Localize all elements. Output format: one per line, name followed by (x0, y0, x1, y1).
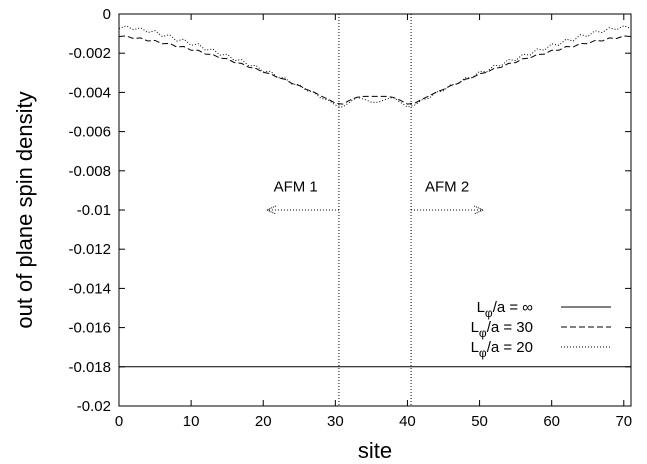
x-tick-label: 40 (399, 413, 416, 430)
x-axis-title: site (358, 438, 392, 463)
y-tick-label: -0.016 (68, 320, 111, 337)
afm-arrow-head (473, 205, 485, 215)
annotation-layer: AFM 1 AFM 2 (265, 178, 485, 215)
ticks-layer: 0 10 20 30 40 50 60 70 0 -0.002 -0.004 -0.006 -0.008… (68, 6, 632, 430)
y-axis-title: out of plane spin density (12, 91, 37, 328)
x-tick-label: 50 (471, 413, 488, 430)
y-tick-label: -0.018 (68, 359, 111, 376)
x-tick-label: 70 (615, 413, 632, 430)
y-tick-label: -0.008 (68, 163, 111, 180)
x-tick-label: 10 (183, 413, 200, 430)
y-tick-label: -0.002 (68, 45, 111, 62)
legend-label: Lφ/a = 30 (471, 319, 533, 340)
x-tick-label: 30 (327, 413, 344, 430)
y-tick-label: 0 (103, 6, 111, 23)
afm-label: AFM 2 (425, 178, 469, 195)
series-line-dashed (118, 35, 632, 105)
y-tick-label: -0.014 (68, 280, 111, 297)
x-tick-label: 20 (255, 413, 272, 430)
y-tick-label: -0.004 (68, 84, 111, 101)
y-tick-label: -0.01 (77, 202, 111, 219)
y-tick-label: -0.012 (68, 241, 111, 258)
y-tick-label: -0.02 (77, 398, 111, 415)
x-tick-label: 0 (115, 413, 123, 430)
y-tick-label: -0.006 (68, 124, 111, 141)
afm-label: AFM 1 (274, 178, 318, 195)
series-line-dotted (118, 25, 632, 108)
x-tick-label: 60 (543, 413, 560, 430)
legend-label: Lφ/a = ∞ (477, 299, 534, 320)
legend-label: Lφ/a = 20 (471, 339, 533, 360)
afm-arrow-head (265, 205, 277, 215)
